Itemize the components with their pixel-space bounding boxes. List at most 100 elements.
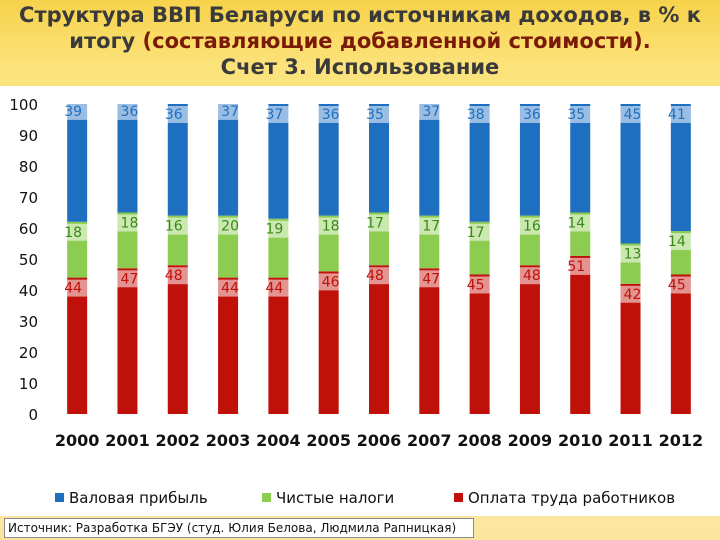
data-label-gross-profit: 36 bbox=[322, 107, 340, 123]
data-label-gross-profit: 36 bbox=[523, 107, 541, 123]
bar-segment-wages bbox=[268, 277, 289, 414]
y-tick-label: 90 bbox=[19, 127, 38, 145]
data-label-wages: 44 bbox=[64, 281, 82, 297]
data-label-wages: 51 bbox=[567, 259, 585, 275]
legend-swatch-gross-profit bbox=[55, 493, 64, 502]
data-label-bg bbox=[515, 106, 548, 123]
bar-segment-wages bbox=[218, 277, 239, 414]
data-label-bg bbox=[359, 214, 391, 232]
chart-legend: Валовая прибыль Чистые налоги Оплата тру… bbox=[0, 480, 720, 516]
data-label-bg bbox=[214, 217, 247, 235]
bar-segment-gross-profit bbox=[167, 104, 188, 216]
bar-segment-gross-profit bbox=[318, 104, 339, 216]
data-label-bg bbox=[560, 257, 593, 275]
x-tick-label: 2009 bbox=[508, 431, 553, 450]
data-label-net-taxes: 13 bbox=[624, 247, 642, 263]
data-label-bg bbox=[214, 102, 247, 120]
data-label-net-taxes: 14 bbox=[668, 234, 686, 250]
data-label-net-taxes: 20 bbox=[221, 219, 239, 235]
data-label-bg bbox=[616, 285, 649, 303]
bar-segment-gross-profit bbox=[670, 104, 691, 232]
data-label-net-taxes: 16 bbox=[165, 219, 183, 235]
data-label-wages: 45 bbox=[467, 278, 485, 294]
data-label-gross-profit: 45 bbox=[624, 107, 642, 123]
data-label-bg bbox=[157, 217, 190, 235]
chart-area: 0 10 20 30 40 50 60 70 80 90 100 44 18 39 2000 47 18 36 20… bbox=[0, 86, 720, 480]
data-label-net-taxes: 16 bbox=[523, 219, 541, 235]
bar-segment-wages bbox=[419, 268, 440, 414]
data-label-bg bbox=[258, 106, 291, 123]
data-label-wages: 46 bbox=[322, 274, 340, 290]
x-tick-label: 2006 bbox=[357, 431, 402, 450]
title-line-2-prefix: итогу bbox=[69, 29, 143, 53]
bar-segment-wages bbox=[670, 274, 691, 414]
y-tick-label: 100 bbox=[9, 96, 38, 114]
y-tick-label: 0 bbox=[28, 406, 38, 424]
x-tick-label: 2011 bbox=[608, 431, 653, 450]
bar-segment-wages bbox=[167, 265, 188, 414]
data-label-bg bbox=[515, 217, 548, 235]
data-label-bg bbox=[616, 106, 649, 123]
x-tick-label: 2004 bbox=[256, 431, 301, 450]
y-tick-label: 20 bbox=[19, 344, 38, 362]
data-label-bg bbox=[459, 106, 492, 123]
title-line-3: Счет 3. Использование bbox=[220, 55, 500, 79]
data-label-net-taxes: 17 bbox=[422, 219, 440, 235]
data-label-gross-profit: 39 bbox=[64, 104, 82, 120]
data-label-gross-profit: 35 bbox=[366, 107, 384, 123]
legend-label-wages: Оплата труда работников bbox=[468, 489, 676, 507]
data-label-wages: 48 bbox=[366, 268, 384, 284]
bar-segment-gross-profit bbox=[419, 104, 440, 216]
x-tick-label: 2008 bbox=[457, 431, 502, 450]
y-tick-label: 80 bbox=[19, 158, 38, 176]
data-label-gross-profit: 37 bbox=[265, 107, 283, 123]
data-label-bg bbox=[214, 279, 247, 297]
bar-segment-gross-profit bbox=[469, 104, 490, 222]
x-tick-label: 2001 bbox=[105, 431, 150, 450]
data-label-bg bbox=[157, 267, 190, 285]
legend-swatch-net-taxes bbox=[262, 493, 271, 502]
bar-segment-wages bbox=[67, 277, 88, 414]
data-label-gross-profit: 37 bbox=[221, 104, 239, 120]
bar-segment-gross-profit bbox=[519, 104, 540, 216]
data-label-gross-profit: 36 bbox=[121, 104, 139, 120]
data-label-bg bbox=[359, 106, 391, 123]
data-label-wages: 48 bbox=[523, 268, 541, 284]
data-label-bg bbox=[113, 102, 146, 120]
bar-segment-gross-profit bbox=[268, 104, 289, 219]
bar-segment-gross-profit bbox=[570, 104, 591, 213]
bar-segment-wages bbox=[117, 268, 138, 414]
data-label-net-taxes: 19 bbox=[265, 222, 283, 238]
data-label-bg bbox=[157, 106, 190, 123]
bar-segment-wages bbox=[369, 265, 389, 414]
legend-item-net-taxes: Чистые налоги bbox=[262, 489, 394, 507]
data-label-bg bbox=[113, 214, 146, 232]
data-label-bg bbox=[359, 267, 391, 285]
x-tick-label: 2000 bbox=[55, 431, 100, 450]
data-label-net-taxes: 18 bbox=[64, 225, 82, 241]
data-label-wages: 44 bbox=[221, 281, 239, 297]
data-label-wages: 45 bbox=[668, 278, 686, 294]
x-tick-label: 2007 bbox=[407, 431, 452, 450]
data-label-wages: 48 bbox=[165, 268, 183, 284]
data-label-net-taxes: 18 bbox=[322, 219, 340, 235]
x-tick-label: 2003 bbox=[206, 431, 251, 450]
data-label-bg bbox=[57, 223, 90, 241]
data-label-gross-profit: 35 bbox=[567, 107, 585, 123]
data-label-gross-profit: 38 bbox=[467, 107, 485, 123]
bar-segment-wages bbox=[469, 274, 490, 414]
bar-segment-wages bbox=[519, 265, 540, 414]
y-tick-label: 30 bbox=[19, 313, 38, 331]
legend-label-net-taxes: Чистые налоги bbox=[276, 489, 395, 507]
title-line-2-highlight: (составляющие добавленной стоимости). bbox=[142, 29, 651, 53]
x-tick-label: 2005 bbox=[306, 431, 351, 450]
legend-item-wages: Оплата труда работников bbox=[454, 489, 675, 507]
y-tick-label: 40 bbox=[19, 282, 38, 300]
data-label-gross-profit: 36 bbox=[165, 107, 183, 123]
y-tick-label: 70 bbox=[19, 189, 38, 207]
data-label-bg bbox=[560, 106, 593, 123]
y-tick-label: 60 bbox=[19, 220, 38, 238]
data-label-bg bbox=[415, 102, 448, 120]
stacked-bar-chart: 0 10 20 30 40 50 60 70 80 90 100 44 18 39 2000 47 18 36 20… bbox=[9, 96, 703, 450]
data-label-bg bbox=[258, 220, 291, 238]
